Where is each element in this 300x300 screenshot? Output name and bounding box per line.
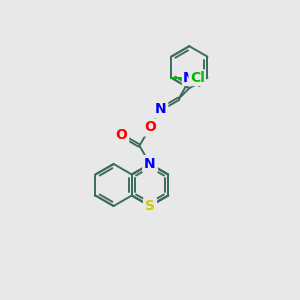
Text: Cl: Cl [190, 71, 205, 85]
Text: O: O [115, 128, 127, 142]
Text: O: O [144, 121, 156, 134]
Text: S: S [145, 199, 155, 213]
Text: H: H [192, 71, 201, 81]
Text: N: N [144, 157, 156, 171]
Text: H: H [192, 80, 201, 89]
Text: N: N [155, 102, 166, 116]
Text: N: N [182, 71, 194, 85]
